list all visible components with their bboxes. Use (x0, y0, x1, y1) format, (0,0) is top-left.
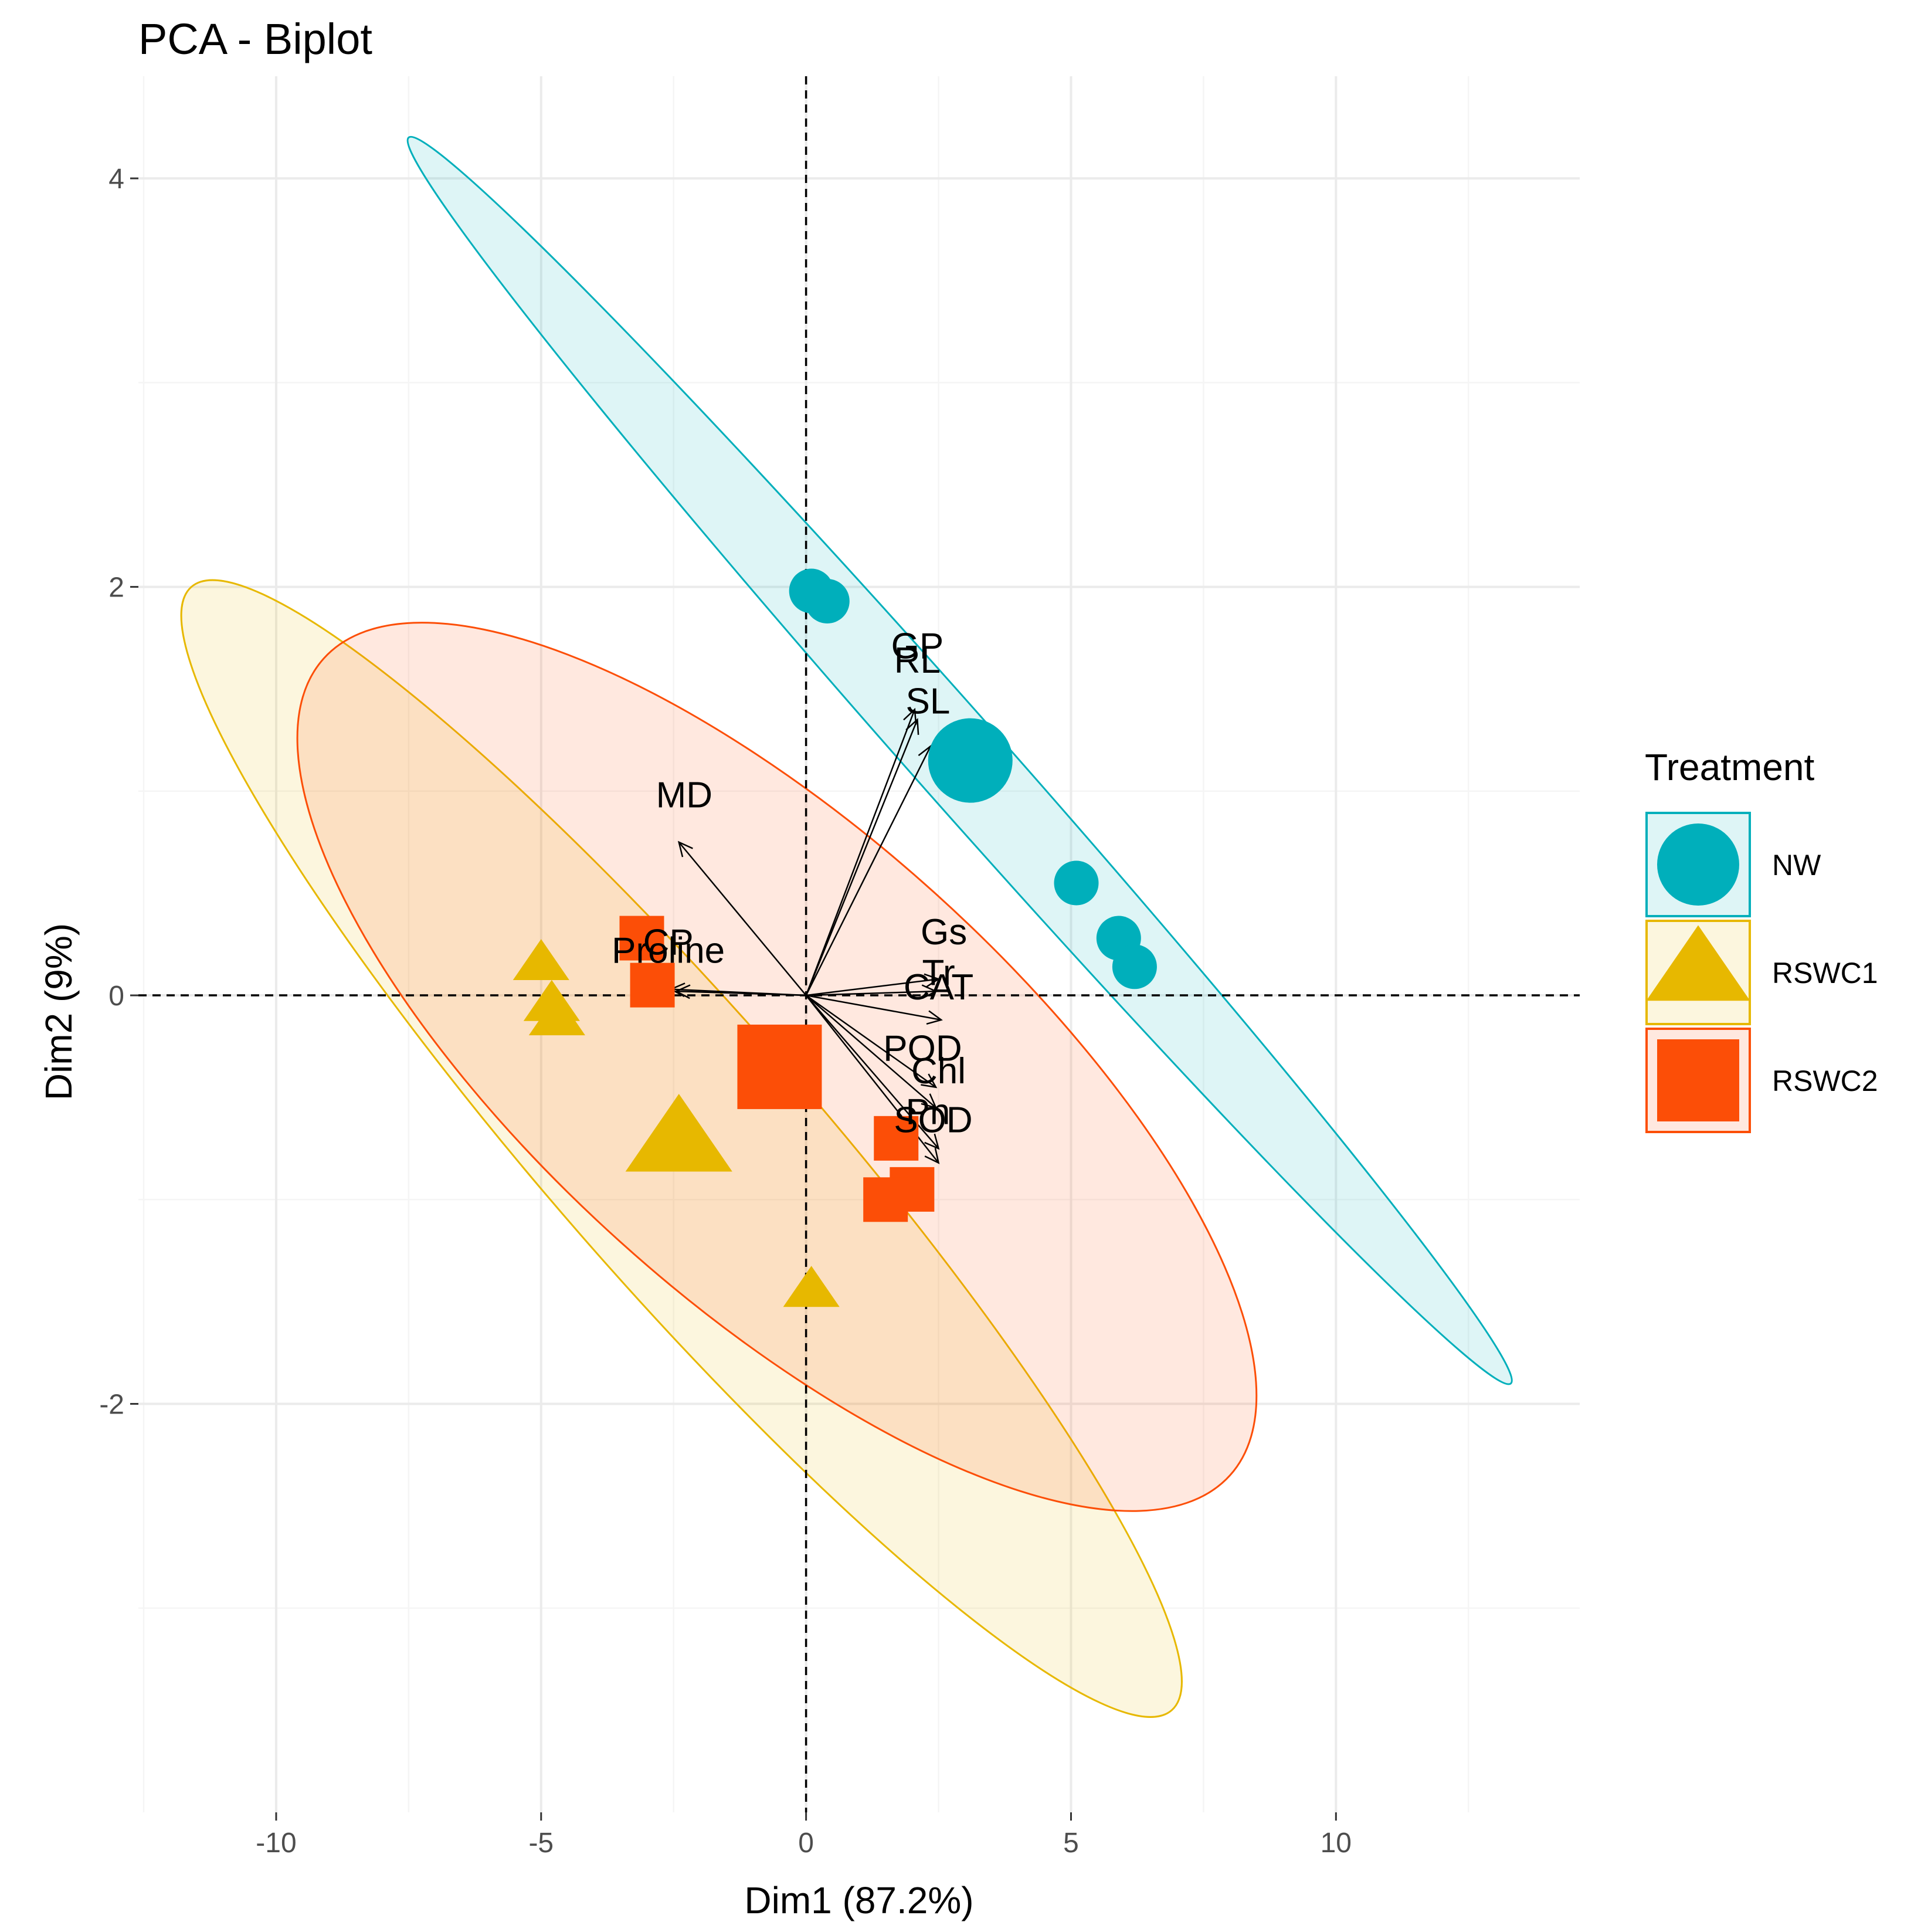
arrow-pn-head (924, 1133, 940, 1150)
arrow-sl-shaft (805, 745, 932, 996)
reference-lines (138, 76, 1580, 1812)
arrow-rl-head (905, 718, 919, 735)
variable-label-pn: Pn (906, 1092, 951, 1132)
arrow-gp (805, 707, 917, 996)
point-rswc2 (863, 1177, 908, 1222)
y-axis-title: Dim2 (9%) (38, 923, 80, 1100)
point-nw (1112, 944, 1157, 989)
y-tick-label: 0 (108, 981, 124, 1012)
variable-label-cp: CP (643, 922, 694, 962)
x-tick-label: 5 (1063, 1828, 1079, 1859)
arrow-pod (805, 995, 938, 1089)
legend-item-rswc1: RSWC1 (1645, 920, 1878, 1025)
arrow-gp-head (903, 707, 917, 725)
arrow-tr (806, 984, 938, 999)
variable-label-gs: Gs (921, 912, 967, 953)
variable-label-sod: SOD (894, 1100, 972, 1140)
y-tick-label: 2 (108, 572, 124, 604)
centroid-nw (928, 718, 1013, 803)
point-nw (805, 578, 850, 623)
point-rswc2 (630, 962, 675, 1008)
arrow-cat-shaft (806, 994, 942, 1021)
point-rswc2 (619, 916, 664, 961)
variable-label-rl: RL (894, 640, 941, 681)
arrow-tr-head (921, 984, 938, 999)
point-rswc2 (874, 1116, 919, 1161)
individual-points (513, 568, 1157, 1307)
y-tick-label: 4 (108, 164, 124, 195)
variable-label-cat: CAT (904, 967, 973, 1008)
legend-title: Treatment (1645, 746, 1815, 788)
x-tick-label: 10 (1321, 1828, 1352, 1859)
x-tick-label: -5 (528, 1828, 554, 1859)
confidence-ellipses (180, 135, 1513, 1718)
arrow-md-shaft (678, 842, 807, 996)
variable-label-proline: Proline (612, 930, 725, 971)
arrow-cat (806, 994, 943, 1025)
x-tick-label: -10 (256, 1828, 296, 1859)
chart-title: PCA - Biplot (138, 15, 372, 63)
arrow-md (677, 840, 807, 996)
variable-label-chl: Chl (911, 1051, 966, 1092)
arrow-proline (674, 984, 806, 999)
x-axis-title: Dim1 (87.2%) (744, 1879, 973, 1921)
arrow-chl-shaft (805, 995, 936, 1109)
variable-label-md: MD (656, 775, 712, 816)
point-rswc1 (513, 939, 569, 981)
arrow-gs (806, 973, 941, 996)
legend-item-nw: NW (1645, 812, 1821, 917)
arrow-sod-head (924, 1147, 940, 1164)
arrow-tr-shaft (806, 990, 936, 996)
arrow-rl-shaft (805, 719, 918, 996)
arrow-gs-head (924, 973, 941, 988)
arrow-chl-head (921, 1093, 938, 1109)
arrow-chl (805, 995, 938, 1109)
arrow-md-head (677, 840, 693, 857)
legend-label-rswc1: RSWC1 (1772, 957, 1878, 989)
legend-symbol-rswc2 (1657, 1039, 1739, 1121)
arrow-rl (805, 718, 919, 996)
arrow-pod-shaft (805, 995, 936, 1088)
arrow-gp-shaft (805, 709, 916, 996)
x-tick-label: 0 (798, 1828, 814, 1859)
arrow-gs-shaft (806, 978, 939, 996)
legend: Treatment NW RSWC1 RSWC2 (1645, 746, 1878, 1133)
axis-ticks: -10 -5 0 5 10 -2 0 2 4 (99, 164, 1352, 1859)
point-rswc1 (528, 994, 585, 1036)
legend-label-rswc2: RSWC2 (1772, 1065, 1878, 1097)
variable-label-gp: GP (891, 626, 944, 666)
arrow-proline-shaft (676, 990, 806, 996)
y-tick-label: -2 (99, 1389, 124, 1421)
arrow-proline-head (674, 984, 691, 999)
legend-item-rswc2: RSWC2 (1645, 1028, 1878, 1133)
variable-label-tr: Tr (922, 953, 955, 994)
variable-label-pod: POD (883, 1028, 962, 1069)
centroid-rswc1 (625, 1093, 732, 1172)
legend-symbol-nw (1657, 823, 1739, 906)
point-rswc1 (783, 1266, 840, 1307)
arrow-pod-head (921, 1073, 938, 1089)
legend-label-nw: NW (1772, 849, 1821, 882)
legend-symbol-rswc1 (1646, 925, 1750, 1001)
point-nw (1054, 860, 1099, 906)
variable-label-sl: SL (906, 681, 951, 721)
arrow-cat-head (926, 1010, 943, 1025)
centroid-rswc2 (737, 1024, 822, 1109)
